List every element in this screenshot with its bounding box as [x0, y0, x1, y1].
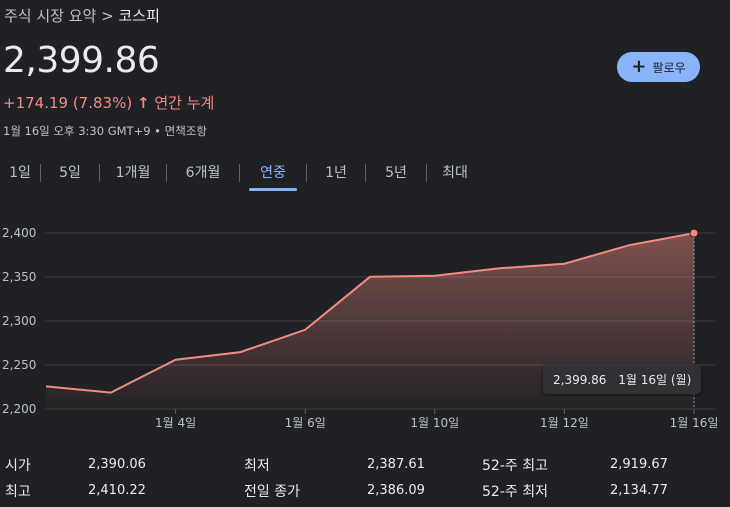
tab-1y[interactable]: 1년 [307, 158, 365, 188]
tab-6m[interactable]: 6개월 [167, 158, 239, 188]
plus-icon: + [631, 56, 647, 77]
tab-label: 연중 [260, 165, 286, 181]
data-point [433, 274, 437, 278]
stat-value-high: 2,410.22 [88, 483, 146, 498]
breadcrumb-separator: > [101, 7, 114, 25]
y-tick-label: 2,200 [2, 402, 36, 416]
y-tick-label: 2,350 [2, 270, 36, 284]
tab-divider [426, 164, 427, 182]
tab-label: 1일 [9, 165, 31, 181]
tab-max[interactable]: 최대 [427, 158, 483, 188]
y-tick-label: 2,250 [2, 358, 36, 372]
price-change: +174.19 (7.83%) [3, 94, 133, 112]
tab-1d[interactable]: 1일 [0, 158, 40, 188]
data-point [627, 243, 631, 247]
data-point [44, 384, 48, 388]
range-tabs: 1일 5일 1개월 6개월 연중 1년 5년 최대 [0, 158, 483, 191]
breadcrumb-current: 코스피 [118, 7, 160, 25]
data-point [562, 262, 566, 266]
tab-label: 5일 [59, 165, 81, 181]
timestamp-disclaimer[interactable]: 1월 16일 오후 3:30 GMT+9 • 면책조항 [3, 124, 207, 138]
arrow-up-icon: ↑ [136, 94, 150, 112]
stat-label-high: 최고 [5, 484, 31, 500]
data-point [109, 391, 113, 395]
price-change-row: +174.19 (7.83%) ↑ 연간 누계 [3, 92, 214, 113]
breadcrumb: 주식 시장 요약 > 코스피 [4, 5, 160, 26]
tab-5y[interactable]: 5년 [366, 158, 426, 188]
follow-button[interactable]: + 팔로우 [617, 52, 700, 82]
stat-label-open: 시가 [5, 458, 31, 474]
tab-divider [239, 164, 240, 182]
stat-label-low: 최저 [244, 458, 270, 474]
tab-ytd[interactable]: 연중 [246, 158, 300, 191]
tab-label: 1년 [325, 165, 347, 181]
tab-divider [166, 164, 167, 182]
x-tick-label: 1월 12일 [540, 416, 589, 430]
stat-label-52w-low: 52-주 최저 [482, 484, 548, 500]
stat-label-prev-close: 전일 종가 [244, 484, 300, 500]
stat-label-52w-high: 52-주 최고 [482, 458, 548, 474]
data-point [174, 358, 178, 362]
tab-divider [40, 164, 41, 182]
change-period-label: 연간 누계 [154, 94, 215, 112]
data-point [498, 266, 502, 270]
tab-label: 1개월 [115, 165, 151, 181]
y-tick-label: 2,400 [2, 226, 36, 240]
price-line [45, 232, 695, 394]
y-tick-label: 2,300 [2, 314, 36, 328]
data-point [303, 328, 307, 332]
stat-value-52w-high: 2,919.67 [610, 457, 668, 472]
tab-divider [306, 164, 307, 182]
tab-5d[interactable]: 5일 [41, 158, 99, 188]
x-tick-label: 1월 10일 [410, 416, 459, 430]
current-price: 2,399.86 [3, 40, 160, 81]
tooltip-value: 2,399.86 [553, 373, 607, 387]
x-tick-label: 1월 4일 [155, 416, 196, 430]
follow-button-label: 팔로우 [652, 60, 686, 75]
stat-value-open: 2,390.06 [88, 457, 146, 472]
x-tick-label: 1월 6일 [285, 416, 326, 430]
price-chart[interactable]: 2,400 2,350 2,300 2,250 2,200 1월 4일 1월 6일 1월 1… [0, 200, 730, 440]
data-point [368, 275, 372, 279]
breadcrumb-parent-link[interactable]: 주식 시장 요약 [4, 7, 97, 25]
data-point [238, 350, 242, 354]
stat-value-prev-close: 2,386.09 [367, 483, 425, 498]
tab-divider [99, 164, 100, 182]
hover-point [689, 228, 699, 238]
chart-tooltip: 2,399.86 1월 16일 (월) [543, 365, 702, 394]
stat-value-low: 2,387.61 [367, 457, 425, 472]
tab-label: 6개월 [185, 165, 221, 181]
tooltip-date: 1월 16일 (월) [618, 373, 692, 387]
price-area [46, 233, 694, 409]
tab-divider [365, 164, 366, 182]
tab-label: 최대 [442, 165, 468, 181]
tab-label: 5년 [385, 165, 407, 181]
x-tick-label: 1월 16일 [670, 416, 719, 430]
stat-value-52w-low: 2,134.77 [610, 483, 668, 498]
tab-1m[interactable]: 1개월 [100, 158, 166, 188]
